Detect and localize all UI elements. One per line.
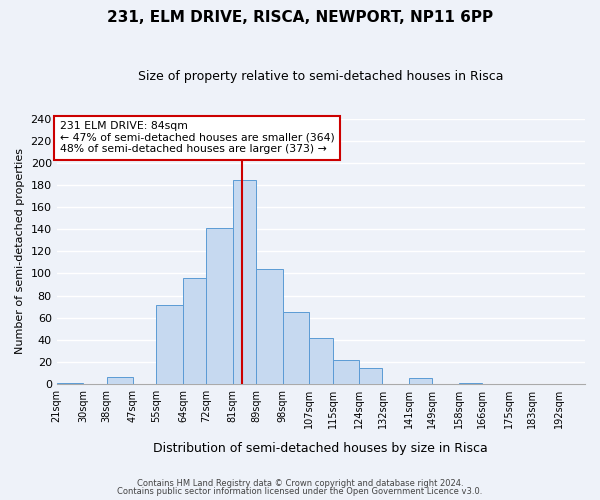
- Bar: [206, 228, 233, 384]
- Title: Size of property relative to semi-detached houses in Risca: Size of property relative to semi-detach…: [138, 70, 503, 83]
- Bar: [183, 278, 206, 384]
- Bar: [459, 383, 482, 384]
- Bar: [233, 180, 256, 384]
- Text: 231 ELM DRIVE: 84sqm
← 47% of semi-detached houses are smaller (364)
48% of semi: 231 ELM DRIVE: 84sqm ← 47% of semi-detac…: [59, 121, 334, 154]
- Text: Contains HM Land Registry data © Crown copyright and database right 2024.: Contains HM Land Registry data © Crown c…: [137, 478, 463, 488]
- Bar: [107, 378, 133, 384]
- Bar: [56, 383, 83, 384]
- Bar: [283, 312, 309, 384]
- X-axis label: Distribution of semi-detached houses by size in Risca: Distribution of semi-detached houses by …: [154, 442, 488, 455]
- Bar: [359, 368, 382, 384]
- Bar: [332, 360, 359, 384]
- Y-axis label: Number of semi-detached properties: Number of semi-detached properties: [15, 148, 25, 354]
- Text: Contains public sector information licensed under the Open Government Licence v3: Contains public sector information licen…: [118, 487, 482, 496]
- Bar: [309, 338, 332, 384]
- Bar: [409, 378, 433, 384]
- Text: 231, ELM DRIVE, RISCA, NEWPORT, NP11 6PP: 231, ELM DRIVE, RISCA, NEWPORT, NP11 6PP: [107, 10, 493, 25]
- Bar: [256, 269, 283, 384]
- Bar: [157, 306, 183, 384]
